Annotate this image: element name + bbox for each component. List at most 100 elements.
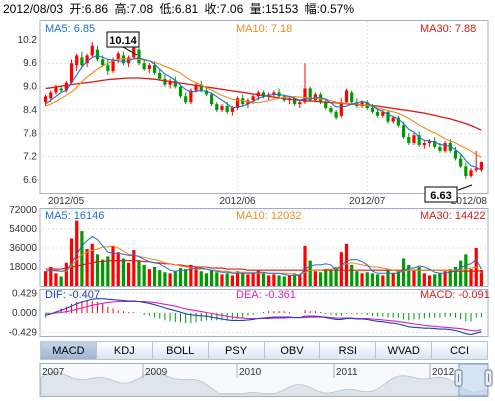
quote-change-label: 幅: [305,1,320,16]
volume-bar [184,269,188,286]
volume-bar [137,260,141,286]
navigator-year-label: 2010 [239,367,262,378]
volume-tick-label: 36000 [9,243,37,254]
candle-body [453,150,458,159]
price-ma5-legend: MA5: 6.85 [45,23,95,35]
macd-dif-legend: DIF: -0.407 [45,289,100,301]
candle-body [376,111,380,116]
volume-tick-label: 72000 [9,205,37,216]
tab-kdj[interactable]: KDJ [96,341,153,360]
tab-cci[interactable]: CCI [432,341,488,360]
candle-body [251,96,255,101]
candle-body [241,98,245,105]
candle-body [324,102,328,108]
volume-bar [121,258,126,286]
volume-bar [163,272,167,286]
price-tick-label: 8.4 [23,105,37,116]
navigator-selection[interactable] [458,363,489,397]
quote-change: 0.57% [320,2,354,16]
candle-body [132,47,136,58]
quote-open: 6.86 [85,2,109,16]
candle-body [152,65,157,73]
volume-bar [90,243,94,286]
volume-bar [251,272,255,286]
tab-boll[interactable]: BOLL [152,341,209,360]
candle-body [360,102,364,107]
candle-body [168,80,172,85]
volume-bar [329,270,333,286]
candle-body [49,92,53,99]
min-price-label: 6.63 [430,190,451,202]
axis-labels: 10.2 9.6 9.0 8.4 7.8 7.2 6.6 2012/05 2012/06 2012… [9,35,488,339]
volume-bar [293,273,297,286]
volume-bar [235,271,240,286]
volume-ma30-line [45,260,482,272]
candle-body [381,111,385,116]
volume-tick-label: 54000 [9,224,37,235]
volume-bar [469,269,473,286]
volume-bar [318,272,323,286]
navigator-left-handle[interactable] [454,369,463,387]
volume-bar [438,273,442,286]
quote-close-label: 收: [205,2,220,16]
volume-bar [106,256,110,286]
candle-body [199,84,203,91]
volume-bar [95,254,100,286]
candle-body [246,100,250,105]
quote-date: 2012/08/03 [3,2,63,16]
volume-bar [126,262,131,286]
volume-bar [189,264,193,286]
price-tick-label: 9.6 [23,58,37,69]
tab-psy[interactable]: PSY [208,341,265,360]
tab-obv[interactable]: OBV [264,341,321,360]
candle-body [422,143,426,145]
price-ma5-line [45,54,482,171]
date-tick-label: 2012/07 [349,196,386,207]
volume-bar [448,269,452,286]
quote-header: 2012/08/03 开:6.86 高:7.08 低:6.81 收:7.06 量… [3,1,354,16]
candle-body [220,106,224,110]
volume-bar [101,259,105,286]
candle-body [137,49,141,64]
candle-body [459,158,463,167]
price-ma30-legend: MA30: 7.88 [420,23,476,35]
candle-body [464,166,468,177]
volume-bar [422,273,426,286]
tab-rsi[interactable]: RSI [320,341,377,360]
macd-plot [45,298,482,336]
volume-bar [142,264,146,286]
candle-body [147,65,151,70]
candle-body [261,92,266,97]
volume-bar [350,264,354,286]
volume-bar [386,270,390,286]
volume-bar [85,249,89,286]
volume-bar [339,252,343,286]
navigator-year-label: 2007 [42,367,65,378]
volume-bar [204,273,209,286]
macd-tick-label: -0.429 [9,328,38,339]
candle-body [85,55,89,64]
tab-macd[interactable]: MACD [40,341,97,360]
volume-bar [256,270,260,286]
candle-body [95,49,100,60]
candle-body [407,137,411,144]
price-plot [43,42,484,179]
navigator-right-handle[interactable] [484,369,493,387]
volume-bar [116,252,120,286]
candle-body [401,125,406,138]
volume-bar [303,245,307,286]
quote-high-label: 高: [114,1,129,16]
volume-bar [75,220,79,286]
volume-bar [272,274,276,286]
volume-bar [365,272,369,286]
tab-wvad[interactable]: WVAD [376,341,433,360]
volume-bar [344,243,349,286]
volume-bar [417,267,421,286]
candle-body [417,135,421,145]
candle-body [350,92,354,103]
candle-body [339,102,343,116]
volume-bar [64,262,68,286]
candle-body [391,117,395,122]
